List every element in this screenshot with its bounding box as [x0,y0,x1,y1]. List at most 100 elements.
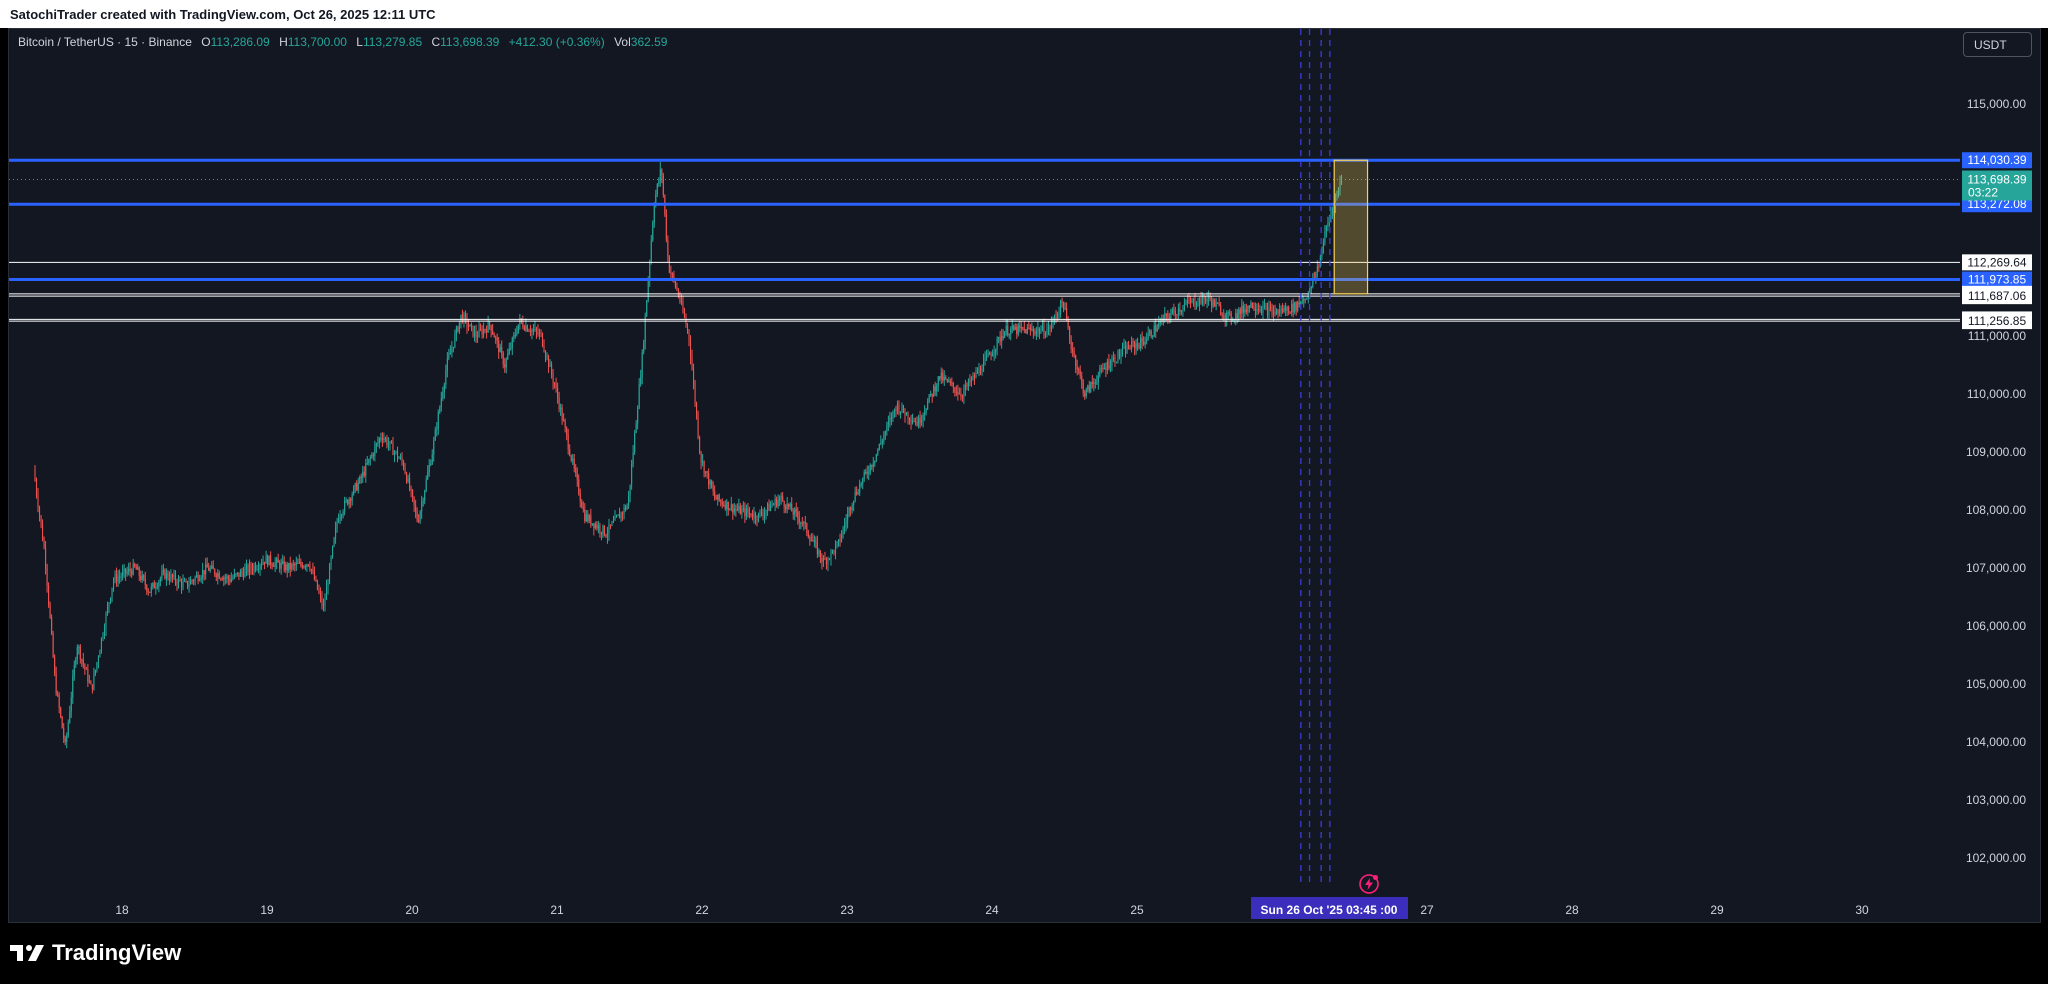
candle-body [135,566,137,570]
close-value: 113,698.39 [440,35,500,49]
candle-body [158,581,160,587]
candle-body [1058,313,1060,315]
candle-body [1099,368,1101,376]
candle-body [789,503,791,507]
candle-body [523,327,525,330]
open-value: 113,286.09 [210,35,270,49]
candle-body [913,420,915,423]
candle-body [936,386,938,392]
candle-body [79,646,81,660]
candle-body [380,438,382,440]
candle-body [1085,389,1087,397]
candle-body [549,364,551,368]
candle-body [1280,308,1282,311]
candle-body [279,562,281,569]
candle-body [850,507,852,510]
candle-body [644,316,646,343]
candle-body [785,506,787,510]
candle-body [1242,305,1244,313]
candle-body [753,512,755,518]
highlight-box[interactable] [1333,159,1369,295]
candle-body [735,508,737,510]
level-price-label: 113,272.08 [1967,197,2026,211]
candle-body [200,577,202,580]
symbol-name[interactable]: Bitcoin / TetherUS · 15 · Binance [18,35,192,49]
candle-body [94,669,96,675]
candle-body [325,587,328,601]
currency-selector[interactable]: USDT [1963,32,2032,57]
candle-body [1189,301,1192,303]
tradingview-logo[interactable]: TradingView [10,940,181,966]
candle-body [96,662,98,670]
candle-body [638,384,640,409]
candle-body [952,382,954,388]
candle-body [478,328,480,338]
candle-body [152,583,154,587]
y-tick-label: 106,000.00 [1966,619,2026,633]
candle-body [362,471,364,478]
candle-body [1227,312,1229,314]
candle-body [899,411,902,413]
level-price-tag[interactable] [1962,313,2032,330]
candle-body [963,390,965,397]
level-price-tag[interactable] [1962,152,2032,169]
level-price-tag[interactable] [1962,254,2032,271]
candle-body [845,521,847,525]
candle-body [862,478,864,485]
candle-body [242,572,244,578]
level-price-tag[interactable] [1962,288,2032,305]
candle-body [1091,382,1093,384]
candle-body [930,393,932,395]
candle-body [75,659,77,666]
candle-body [452,346,454,348]
candle-body [760,511,763,515]
candle-body [84,664,86,669]
candle-body [908,418,911,421]
candle-body [1339,183,1341,189]
candle-body [218,573,220,579]
candle-body [939,376,941,379]
candle-body [1322,243,1324,254]
candle-body [1035,330,1037,334]
candle-body [615,516,618,518]
candle-body [525,325,527,330]
candle-body [387,444,389,446]
candle-body [508,348,510,355]
candle-body [679,295,681,302]
candle-body [341,515,343,517]
candle-body [402,461,405,468]
candle-body [1108,361,1110,369]
candle-body [507,354,509,360]
candle-body [622,512,624,514]
candle-body [1105,367,1107,370]
candle-body [810,540,812,542]
candle-body [40,515,42,525]
candle-body [807,533,809,537]
candle-body [69,711,71,723]
candle-body [783,501,785,507]
level-price-tag[interactable] [1962,271,2032,288]
candle-body [51,617,53,634]
candle-body [1046,330,1048,335]
candle-body [599,525,601,533]
candle-body [975,371,977,378]
candle-body [354,483,356,487]
change-value: +412.30 (+0.36%) [508,35,605,49]
candle-body [1325,226,1327,233]
candle-body [609,524,612,526]
candle-body [103,629,106,636]
candle-body [415,505,417,512]
candle-body [301,564,303,568]
chart-frame[interactable] [8,28,2041,923]
candle-body [1194,298,1196,306]
candle-body [1336,192,1338,198]
candle-body [809,536,811,541]
candle-body [72,676,74,698]
candle-body [324,600,326,606]
candle-body [714,491,716,498]
current-price-tag[interactable] [1962,170,2032,201]
lightning-icon[interactable] [1358,873,1380,895]
candle-body [49,603,51,618]
candle-body [1120,353,1122,357]
